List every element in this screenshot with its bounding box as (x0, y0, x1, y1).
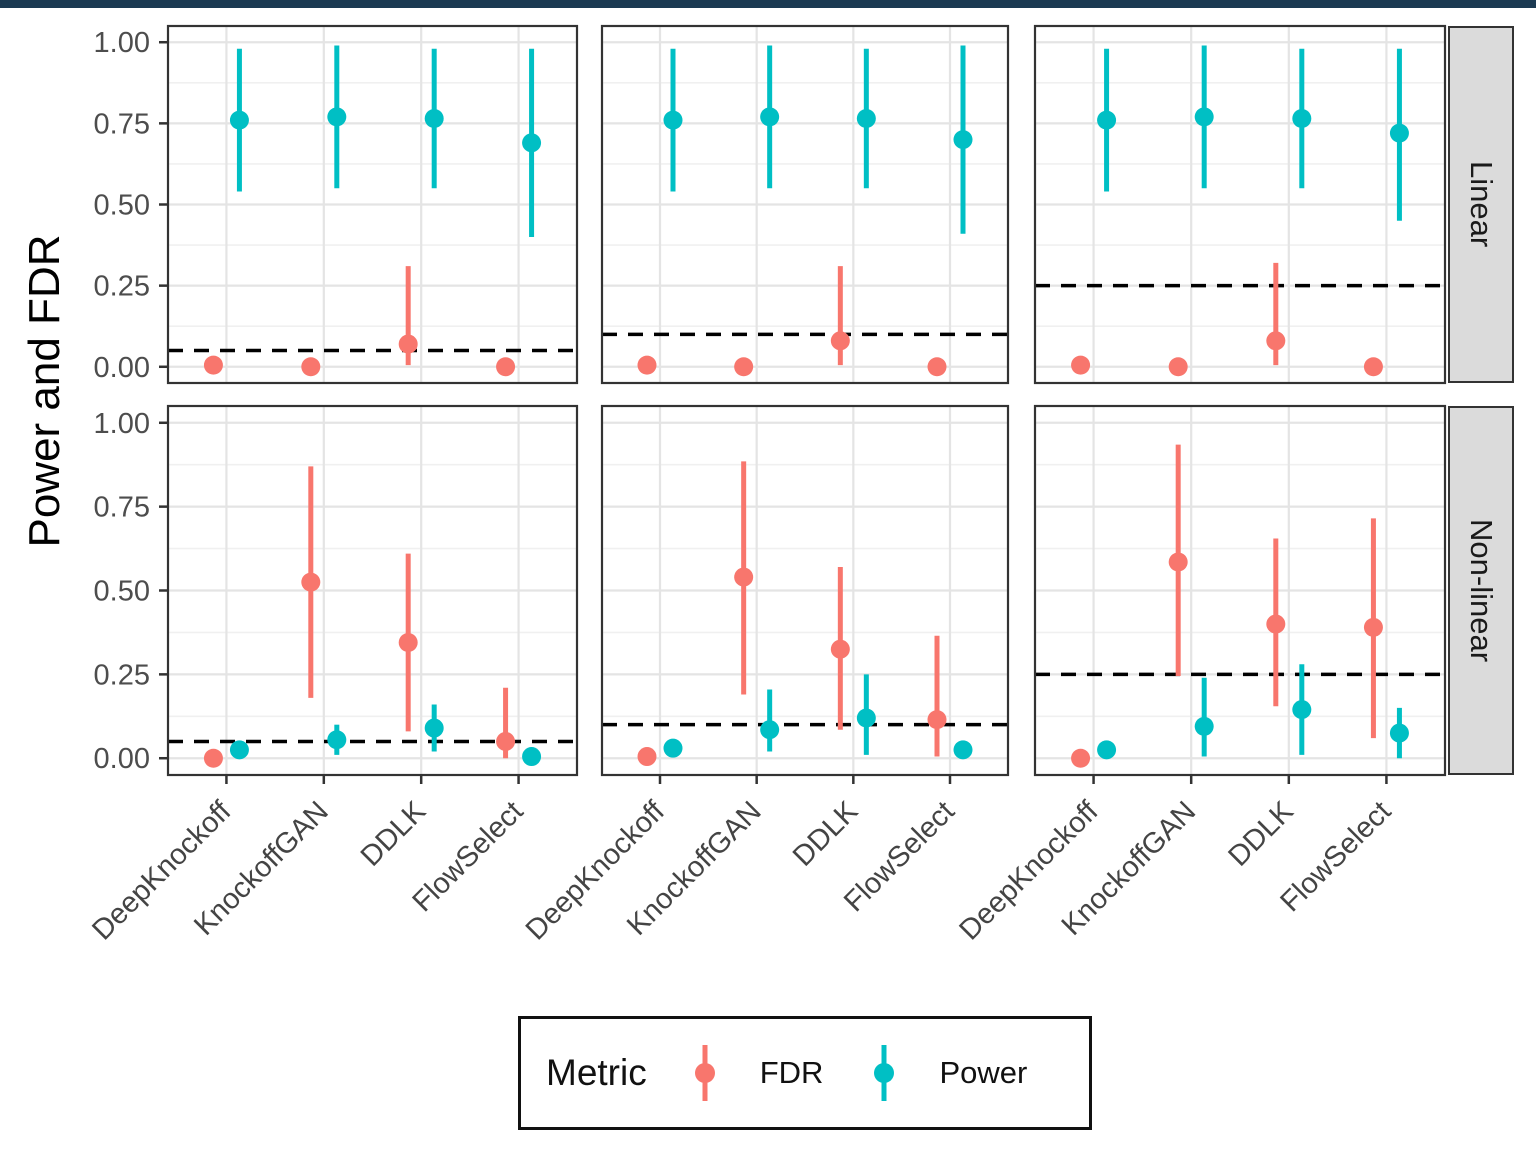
y-axis-title: Power and FDR (20, 234, 69, 548)
legend-item-fdr: FDR (647, 1042, 824, 1104)
power-point (424, 718, 444, 738)
panel-border (1033, 24, 1447, 385)
fdr-point (830, 639, 850, 659)
power-point (229, 110, 249, 130)
power-pointrange-icon (874, 1045, 895, 1101)
fdr-point (1363, 357, 1383, 377)
power-point (953, 740, 973, 760)
x-tick-label: DDLK (787, 795, 865, 873)
legend-title: Metric (546, 1052, 647, 1093)
y-tick-label: 0.00 (94, 352, 150, 384)
power-point (1097, 110, 1117, 130)
power-point (522, 747, 542, 767)
power-point (856, 108, 876, 128)
y-tick-label: 1.00 (94, 27, 150, 59)
legend-label-power: Power (939, 1055, 1028, 1090)
fdr-point (1168, 357, 1188, 377)
fdr-point (637, 747, 657, 767)
fdr-point (927, 710, 947, 730)
fdr-point (203, 748, 223, 768)
power-point (327, 730, 347, 750)
fdr-point (1266, 614, 1286, 634)
fdr-point (927, 357, 947, 377)
top-accent-bar (0, 0, 1536, 8)
power-point (663, 110, 683, 130)
x-tick-label: DDLK (1222, 795, 1300, 873)
fdr-point (637, 355, 657, 375)
fdr-point (1363, 617, 1383, 637)
power-point (424, 108, 444, 128)
fdr-point (1071, 355, 1091, 375)
x-tick-label: DDLK (355, 795, 433, 873)
power-point (1097, 740, 1117, 760)
fdr-point (1266, 331, 1286, 351)
y-tick-label: 0.50 (94, 190, 150, 222)
y-tick-label: 0.25 (94, 659, 150, 691)
legend-item-power: Power (823, 1042, 1027, 1104)
fdr-point (398, 334, 418, 354)
fdr-point (496, 731, 516, 751)
power-point (1389, 123, 1409, 143)
power-point (229, 740, 249, 760)
y-tick-label: 0.00 (94, 743, 150, 775)
panel-non-linear-1 (600, 404, 1010, 777)
fdr-point (1071, 748, 1091, 768)
power-point (522, 133, 542, 153)
panel-border (600, 404, 1010, 777)
fdr-point (203, 355, 223, 375)
legend-label-fdr: FDR (759, 1055, 824, 1090)
y-tick-label: 0.75 (94, 108, 150, 140)
fdr-point (734, 567, 754, 587)
panel-linear-0 (166, 24, 579, 385)
fdr-point (301, 357, 321, 377)
power-point (856, 708, 876, 728)
power-point (1194, 107, 1214, 127)
power-point (1194, 716, 1214, 736)
fdr-point (1168, 552, 1188, 572)
panel-border (600, 24, 1010, 385)
fdr-point (830, 331, 850, 351)
power-point (760, 107, 780, 127)
facet-strip-nonlinear: Non-linear (1448, 406, 1514, 775)
power-point (1292, 700, 1312, 720)
power-point (953, 130, 973, 150)
y-tick-label: 1.00 (94, 408, 150, 440)
fdr-pointrange-icon (694, 1045, 715, 1101)
facet-strip-nonlinear-label: Non-linear (1464, 518, 1499, 662)
fdr-point (496, 357, 516, 377)
y-tick-label: 0.75 (94, 492, 150, 524)
panel-non-linear-0 (166, 404, 579, 777)
fdr-point (734, 357, 754, 377)
power-point (327, 107, 347, 127)
panel-linear-2 (1033, 24, 1447, 385)
facet-strip-linear: Linear (1448, 26, 1514, 383)
fdr-point (398, 632, 418, 652)
panel-non-linear-2 (1033, 404, 1447, 777)
legend: Metric FDR Power (518, 1016, 1092, 1130)
power-point (663, 738, 683, 758)
power-point (1292, 108, 1312, 128)
facet-strip-linear-label: Linear (1464, 161, 1499, 248)
y-tick-label: 0.25 (94, 271, 150, 303)
panel-linear-1 (600, 24, 1010, 385)
power-point (1389, 723, 1409, 743)
fdr-point (301, 572, 321, 592)
panel-border (1033, 404, 1447, 777)
y-tick-label: 0.50 (94, 576, 150, 608)
power-point (760, 720, 780, 740)
